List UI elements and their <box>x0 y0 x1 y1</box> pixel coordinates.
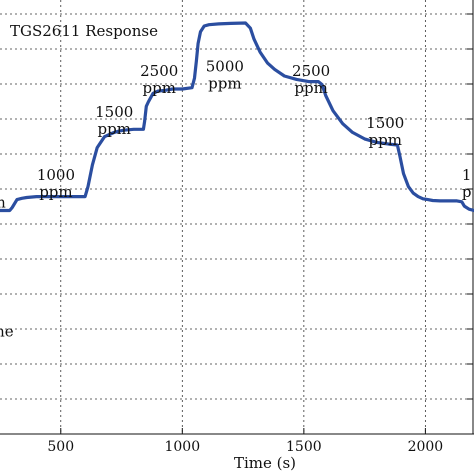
x-tick-label: 2000 <box>408 439 444 455</box>
annotation-unit: ppm <box>98 120 131 138</box>
x-axis-label: Time (s) <box>234 454 296 472</box>
x-tick-labels: 500 1000 1500 2000 <box>47 439 443 455</box>
annotation-unit: ppm <box>369 131 402 149</box>
annotation-value: 2500 <box>140 62 178 80</box>
x-tick-label: 1000 <box>164 439 200 455</box>
annotation-value: 1500 <box>95 103 133 121</box>
x-tick-label: 500 <box>47 439 74 455</box>
annotation-unit: ppm <box>39 183 72 201</box>
annotation-value: 1500 <box>366 114 404 132</box>
grid-layer <box>0 0 474 434</box>
series-line <box>0 21 474 213</box>
annotation-value: n <box>0 193 6 211</box>
annotation-value: 1000 <box>37 166 75 184</box>
chart-title: TGS2611 Response <box>10 22 158 40</box>
annotations: 1000ppm1500ppm2500ppm5000ppm2500ppm1500p… <box>0 58 472 341</box>
annotation-value: ine <box>0 322 14 340</box>
annotation-unit: ppm <box>294 79 327 97</box>
axes-layer <box>0 0 474 435</box>
annotation-value: 5000 <box>206 58 244 76</box>
annotation-value: 2500 <box>292 62 330 80</box>
annotation-unit: ppm <box>142 79 175 97</box>
x-tick-label: 1500 <box>286 439 322 455</box>
annotation-unit: p <box>462 183 472 201</box>
annotation-unit: ppm <box>208 75 241 93</box>
annotation-value: 1 <box>462 166 472 184</box>
